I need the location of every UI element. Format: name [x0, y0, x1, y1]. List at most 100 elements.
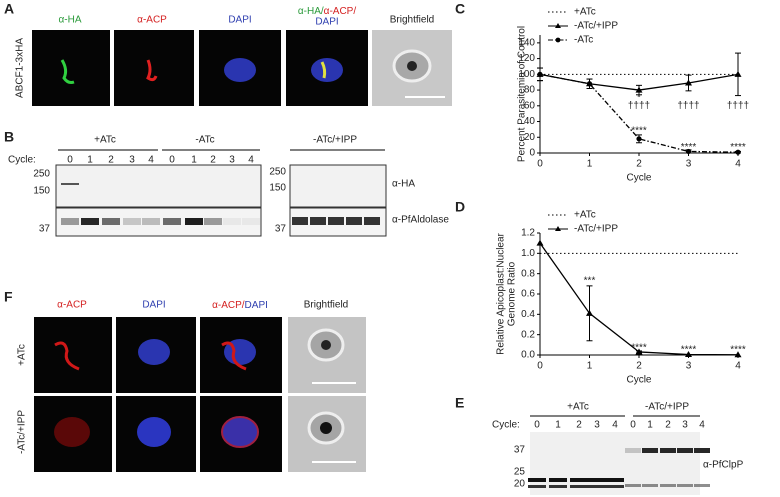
band: [310, 217, 326, 225]
label-part: α-ACP/: [324, 6, 357, 17]
band: [606, 478, 624, 482]
group-label: -ATc/+IPP: [645, 402, 689, 413]
cycle-number: 0: [67, 155, 73, 166]
band: [528, 478, 546, 482]
marker: [635, 348, 643, 355]
label-part: α-HA/: [298, 6, 324, 17]
cycle-number: 4: [248, 155, 254, 166]
x-axis-title: Cycle: [626, 375, 651, 386]
cycle-number: 4: [612, 420, 618, 431]
panel-label: B: [4, 129, 14, 145]
legend-marker: [555, 23, 561, 28]
label-part: α-ACP/: [212, 300, 245, 311]
label-part: DAPI: [245, 300, 268, 311]
y-tick-label: 0.8: [521, 268, 535, 279]
y-tick-label: 0.2: [521, 329, 535, 340]
cycle-label: Cycle:: [8, 155, 36, 166]
column-label: DAPI: [228, 15, 251, 26]
band: [606, 485, 624, 488]
cycle-number: 3: [682, 420, 688, 431]
blot: [528, 432, 710, 495]
band: [694, 448, 710, 453]
micrographs: [34, 317, 366, 472]
row-label: +ATc: [17, 344, 28, 366]
x-tick-label: 0: [537, 159, 543, 170]
column-label: α-ACP: [137, 15, 167, 26]
column-label: DAPI: [142, 300, 165, 311]
cycle-number: 0: [169, 155, 175, 166]
y-tick-label: 0.6: [521, 289, 535, 300]
annotation: *: [637, 93, 641, 104]
antibody-label: α-HA: [392, 179, 415, 190]
annotation: ****: [681, 345, 697, 356]
y-axis-title: Relative Apicoplast:Nuclear: [496, 232, 507, 354]
band: [185, 218, 203, 225]
y-axis-title: Genome Ratio: [507, 261, 518, 326]
panel-label: D: [455, 199, 465, 215]
annotation: ****: [631, 343, 647, 354]
band: [61, 218, 79, 225]
cycle-number: 1: [555, 420, 561, 431]
annotation: ††††: [677, 100, 699, 111]
row-label: ABCF1-3xHA: [15, 38, 26, 98]
band: [625, 484, 641, 487]
cycle-number: 2: [108, 155, 114, 166]
band: [694, 484, 710, 487]
cycle-label: Cycle:: [492, 420, 520, 431]
y-tick-label: 0: [529, 148, 535, 159]
antibody-label: α-PfAldolase: [392, 215, 449, 226]
marker: [735, 149, 741, 155]
x-tick-label: 0: [537, 361, 543, 372]
band: [102, 218, 120, 225]
y-tick-label: 0.4: [521, 309, 535, 320]
annotation: ****: [730, 345, 746, 356]
band: [642, 484, 658, 487]
legend-label: -ATc/+IPP: [574, 21, 618, 32]
band: [223, 218, 241, 225]
cycle-number: 3: [229, 155, 235, 166]
cycle-number: 3: [594, 420, 600, 431]
micrographs: [32, 30, 452, 106]
mw-label: 37: [514, 445, 526, 456]
marker: [734, 70, 742, 77]
column-label: α-HA: [58, 15, 81, 26]
antibody-label: α-PfClpP: [703, 460, 744, 471]
group-label: +ATc: [94, 135, 116, 146]
marker: [685, 350, 692, 357]
band: [660, 484, 676, 487]
column-label: DAPI: [315, 17, 338, 28]
mw-label: 250: [33, 169, 50, 180]
cycle-number: 4: [699, 420, 705, 431]
band: [364, 217, 380, 225]
cycle-number: 4: [148, 155, 154, 166]
cycle-number: 2: [665, 420, 671, 431]
marker: [685, 79, 692, 86]
band: [61, 183, 79, 185]
x-tick-label: 2: [636, 159, 642, 170]
y-tick-label: 60: [524, 100, 536, 111]
cycle-number: 1: [647, 420, 653, 431]
blots: [55, 164, 387, 237]
legend-label: -ATc/+IPP: [574, 224, 618, 235]
legend-marker: [555, 37, 561, 43]
y-tick-label: 1.0: [521, 248, 535, 259]
band: [570, 478, 588, 482]
legend-label: -ATc: [574, 35, 593, 46]
band: [292, 217, 308, 225]
mw-label: 37: [275, 224, 287, 235]
series-line: [539, 73, 739, 153]
cycle-number: 1: [191, 155, 197, 166]
y-tick-label: 1.2: [521, 228, 535, 239]
band: [660, 448, 676, 453]
cycle-number: 3: [129, 155, 135, 166]
legend-label: +ATc: [574, 210, 596, 221]
marker: [635, 86, 643, 93]
panel-label: A: [4, 1, 14, 17]
group-label: -ATc/+IPP: [313, 135, 357, 146]
y-tick-label: 40: [524, 116, 536, 127]
marker: [636, 136, 642, 142]
band: [570, 485, 588, 488]
band: [677, 484, 693, 487]
series-line: [539, 242, 739, 356]
mw-label: 20: [514, 479, 526, 490]
